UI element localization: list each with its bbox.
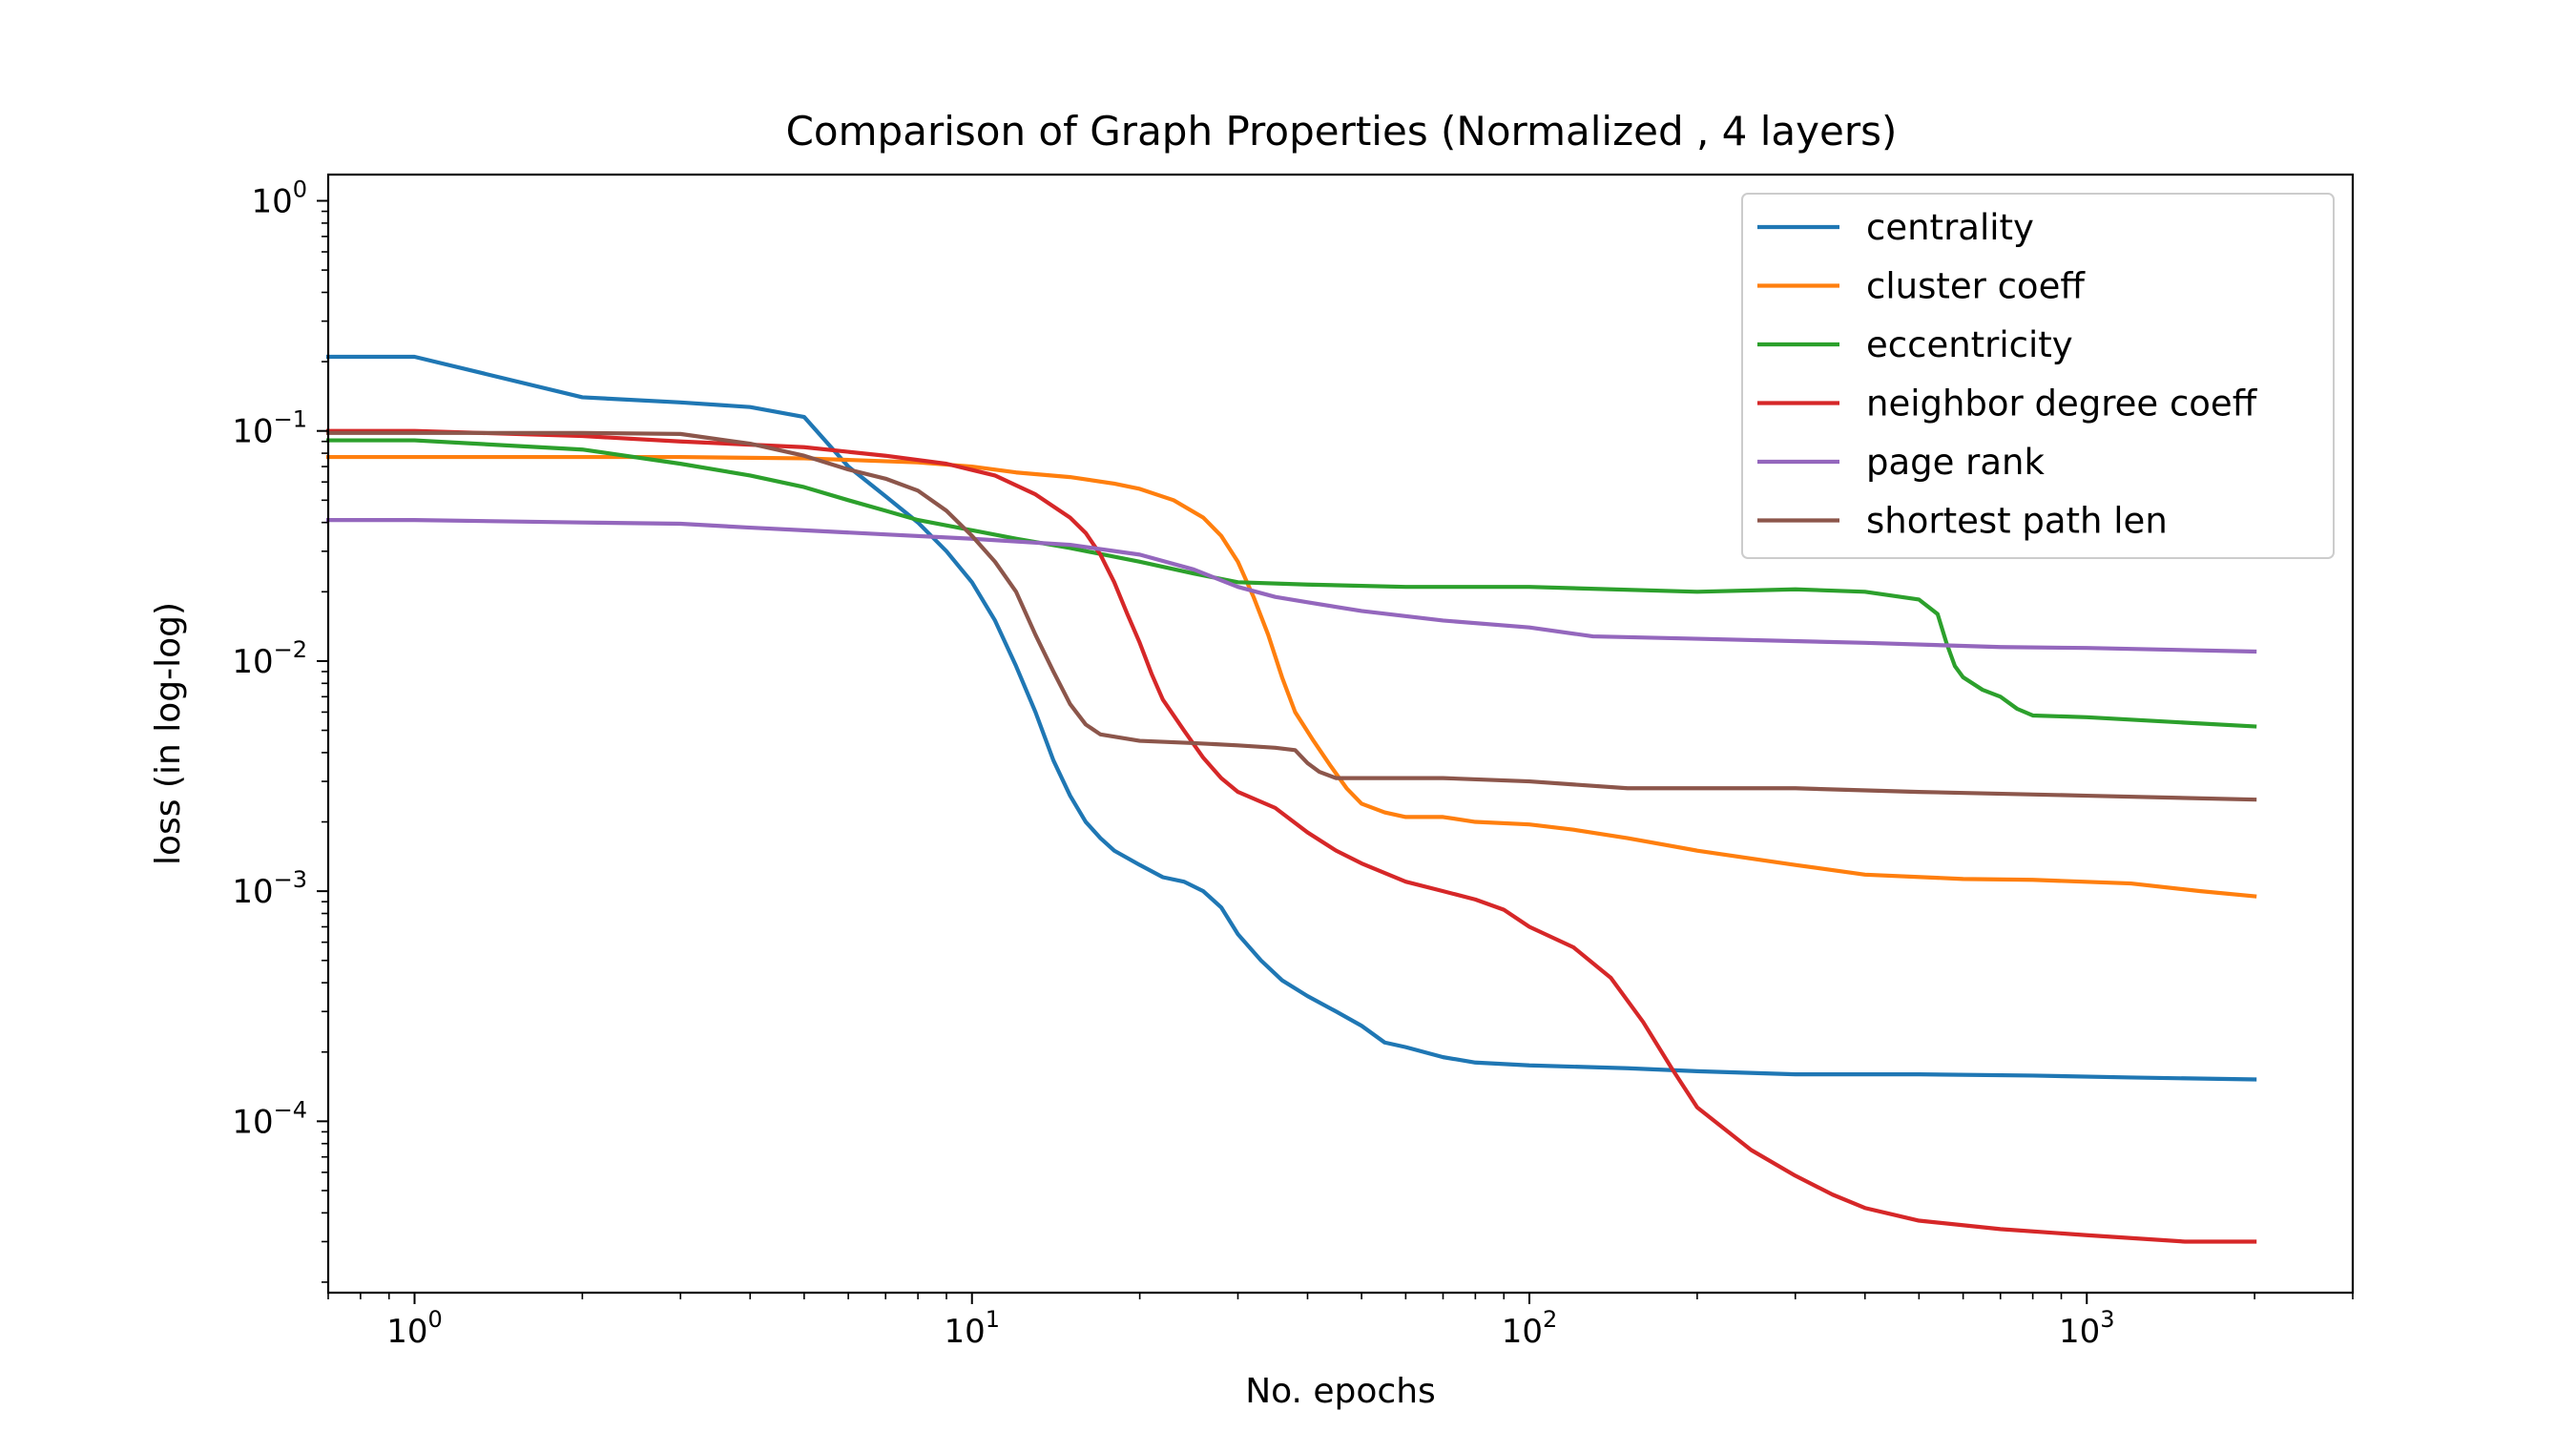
legend-label: shortest path len [1866, 501, 2168, 542]
series-line [325, 454, 2257, 899]
series-layer [325, 354, 2257, 1244]
series-line [325, 354, 2257, 1082]
series-0 [325, 354, 2257, 1082]
legend: centrality cluster coeff eccentricity neigh… [1741, 193, 2335, 559]
x-tick-label: 103 [2059, 1306, 2115, 1351]
x-axis-label: No. epochs [1245, 1372, 1436, 1411]
x-axis: 100 101 102 103 [327, 1293, 2354, 1351]
x-tick-label: 102 [1502, 1306, 1558, 1351]
y-axis: 10−4 10−3 10−2 10−1 100 [232, 176, 328, 1283]
legend-entry: shortest path len [1757, 501, 2168, 542]
y-tick-label: 10−4 [232, 1096, 307, 1141]
series-3 [325, 428, 2257, 1244]
legend-entry: cluster coeff [1757, 266, 2086, 307]
chart-title: Comparison of Graph Properties (Normaliz… [786, 108, 1898, 155]
legend-box [1741, 193, 2335, 559]
series-5 [325, 430, 2257, 802]
plot-area [325, 173, 2355, 1295]
legend-label: neighbor degree coeff [1866, 384, 2258, 425]
legend-label: centrality [1866, 207, 2034, 248]
series-line [325, 430, 2257, 802]
legend-label: cluster coeff [1866, 266, 2086, 307]
y-tick-label: 10−1 [232, 406, 307, 451]
legend-entry: neighbor degree coeff [1757, 384, 2258, 425]
y-tick-label: 100 [251, 176, 307, 220]
y-tick-label: 10−2 [232, 636, 307, 681]
plot-frame [326, 173, 2355, 1295]
legend-entry: page rank [1757, 442, 2046, 483]
x-tick-label: 100 [386, 1306, 443, 1351]
series-4 [325, 518, 2257, 654]
y-axis-label: loss (in log-log) [149, 602, 188, 865]
legend-label: page rank [1866, 442, 2046, 483]
series-line [325, 518, 2257, 654]
y-tick-label: 10−3 [232, 866, 307, 911]
series-line [325, 428, 2257, 1244]
series-1 [325, 454, 2257, 899]
legend-label: eccentricity [1866, 324, 2073, 365]
series-2 [325, 438, 2257, 729]
legend-entry: centrality [1757, 207, 2034, 248]
series-line [325, 438, 2257, 729]
legend-entry: eccentricity [1757, 324, 2073, 365]
x-tick-label: 101 [944, 1306, 1000, 1351]
